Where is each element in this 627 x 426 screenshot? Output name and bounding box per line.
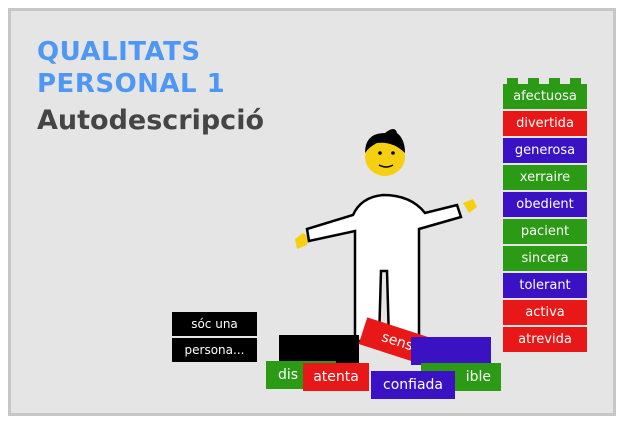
quality-brick-afectuosa[interactable]: afectuosa bbox=[503, 78, 587, 111]
slide: QUALITATS PERSONAL 1 Autodescripció sóc … bbox=[8, 8, 616, 416]
quality-brick-generosa[interactable]: generosa bbox=[503, 138, 587, 165]
pile-brick-purple bbox=[411, 337, 491, 365]
quality-brick-atrevida[interactable]: atrevida bbox=[503, 327, 587, 354]
hand-left-icon bbox=[295, 233, 309, 249]
hand-right-icon bbox=[463, 199, 477, 213]
pile-brick-d: atenta bbox=[303, 363, 369, 391]
pile-brick-black bbox=[279, 335, 359, 363]
brick-stud bbox=[549, 78, 560, 84]
body bbox=[305, 193, 463, 343]
subtitle: Autodescripció bbox=[37, 105, 264, 136]
speech-brick-line-2: persona... bbox=[172, 338, 257, 364]
brick-stud bbox=[570, 78, 581, 84]
title-line-2: PERSONAL 1 bbox=[37, 69, 226, 99]
face bbox=[365, 138, 405, 176]
quality-brick-xerraire[interactable]: xerraire bbox=[503, 165, 587, 192]
brick-stud bbox=[528, 78, 539, 84]
title-line-1: QUALITATS bbox=[37, 37, 201, 67]
brick-pile: sensil dis ible atenta confiada bbox=[261, 311, 501, 411]
speech-brick: sóc una persona... bbox=[172, 312, 257, 364]
brick-stud bbox=[507, 78, 518, 84]
quality-brick-obedient[interactable]: obedient bbox=[503, 192, 587, 219]
speech-brick-line-1: sóc una bbox=[172, 312, 257, 338]
pile-brick-e: confiada bbox=[371, 371, 455, 399]
quality-brick-tolerant[interactable]: tolerant bbox=[503, 273, 587, 300]
quality-brick-divertida[interactable]: divertida bbox=[503, 111, 587, 138]
quality-brick-pacient[interactable]: pacient bbox=[503, 219, 587, 246]
person-illustration bbox=[295, 129, 477, 343]
quality-brick-activa[interactable]: activa bbox=[503, 300, 587, 327]
quality-brick-sincera[interactable]: sincera bbox=[503, 246, 587, 273]
hair bbox=[365, 129, 405, 153]
